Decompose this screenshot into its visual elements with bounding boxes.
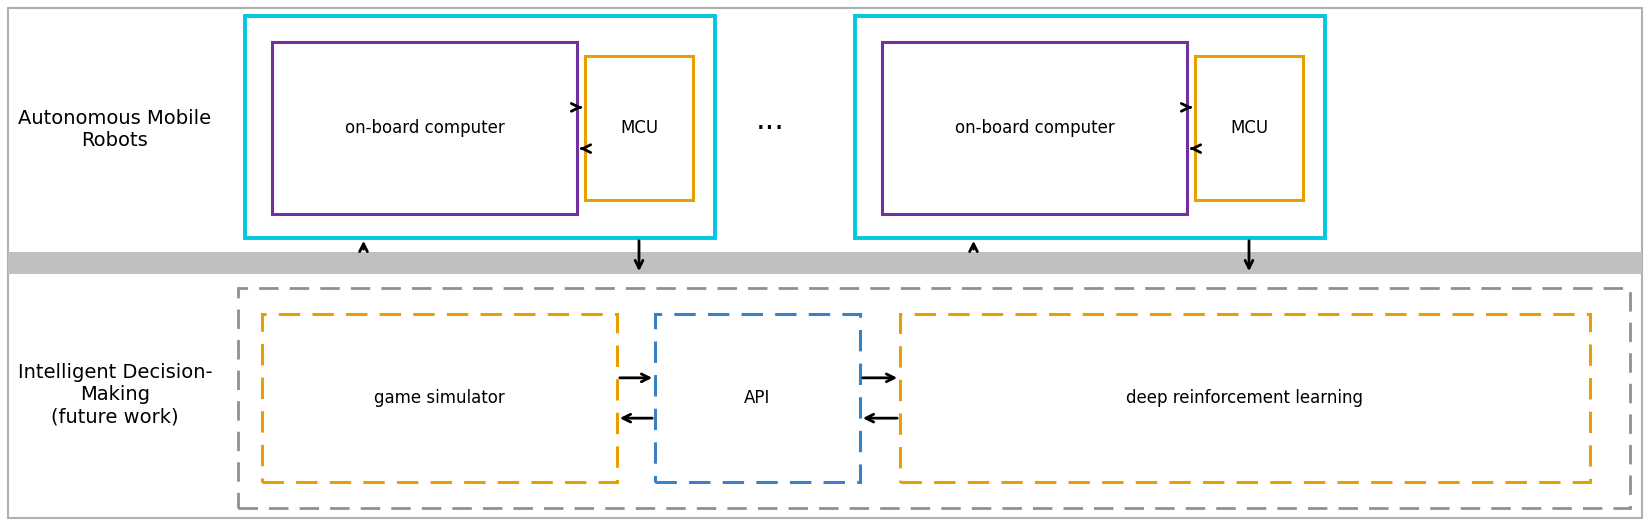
FancyBboxPatch shape: [262, 314, 617, 482]
FancyBboxPatch shape: [8, 252, 1642, 274]
Text: on-board computer: on-board computer: [955, 119, 1114, 137]
Text: Intelligent Decision-
Making
(future work): Intelligent Decision- Making (future wor…: [18, 363, 213, 427]
Text: ···: ···: [756, 116, 784, 145]
FancyBboxPatch shape: [272, 42, 578, 214]
Text: on-board computer: on-board computer: [345, 119, 505, 137]
FancyBboxPatch shape: [855, 16, 1325, 238]
Text: MCU: MCU: [620, 119, 658, 137]
FancyBboxPatch shape: [883, 42, 1186, 214]
Text: API: API: [744, 389, 771, 407]
FancyBboxPatch shape: [238, 288, 1630, 508]
Text: Autonomous Mobile
Robots: Autonomous Mobile Robots: [18, 109, 211, 150]
FancyBboxPatch shape: [586, 56, 693, 200]
FancyBboxPatch shape: [244, 16, 714, 238]
Text: deep reinforcement learning: deep reinforcement learning: [1127, 389, 1363, 407]
FancyBboxPatch shape: [1195, 56, 1304, 200]
FancyBboxPatch shape: [899, 314, 1591, 482]
Text: game simulator: game simulator: [375, 389, 505, 407]
FancyBboxPatch shape: [8, 8, 1642, 518]
Text: MCU: MCU: [1229, 119, 1269, 137]
FancyBboxPatch shape: [655, 314, 860, 482]
